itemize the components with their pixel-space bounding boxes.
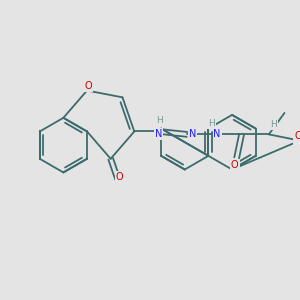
Text: N: N: [189, 129, 196, 140]
Text: H: H: [208, 119, 215, 128]
Text: O: O: [231, 160, 238, 170]
Text: N: N: [154, 129, 162, 140]
Text: O: O: [294, 132, 300, 142]
Text: H: H: [156, 116, 163, 125]
Text: O: O: [116, 172, 123, 182]
Text: O: O: [84, 81, 92, 91]
Text: H: H: [270, 120, 277, 129]
Text: N: N: [214, 129, 221, 140]
Text: O: O: [294, 131, 300, 141]
